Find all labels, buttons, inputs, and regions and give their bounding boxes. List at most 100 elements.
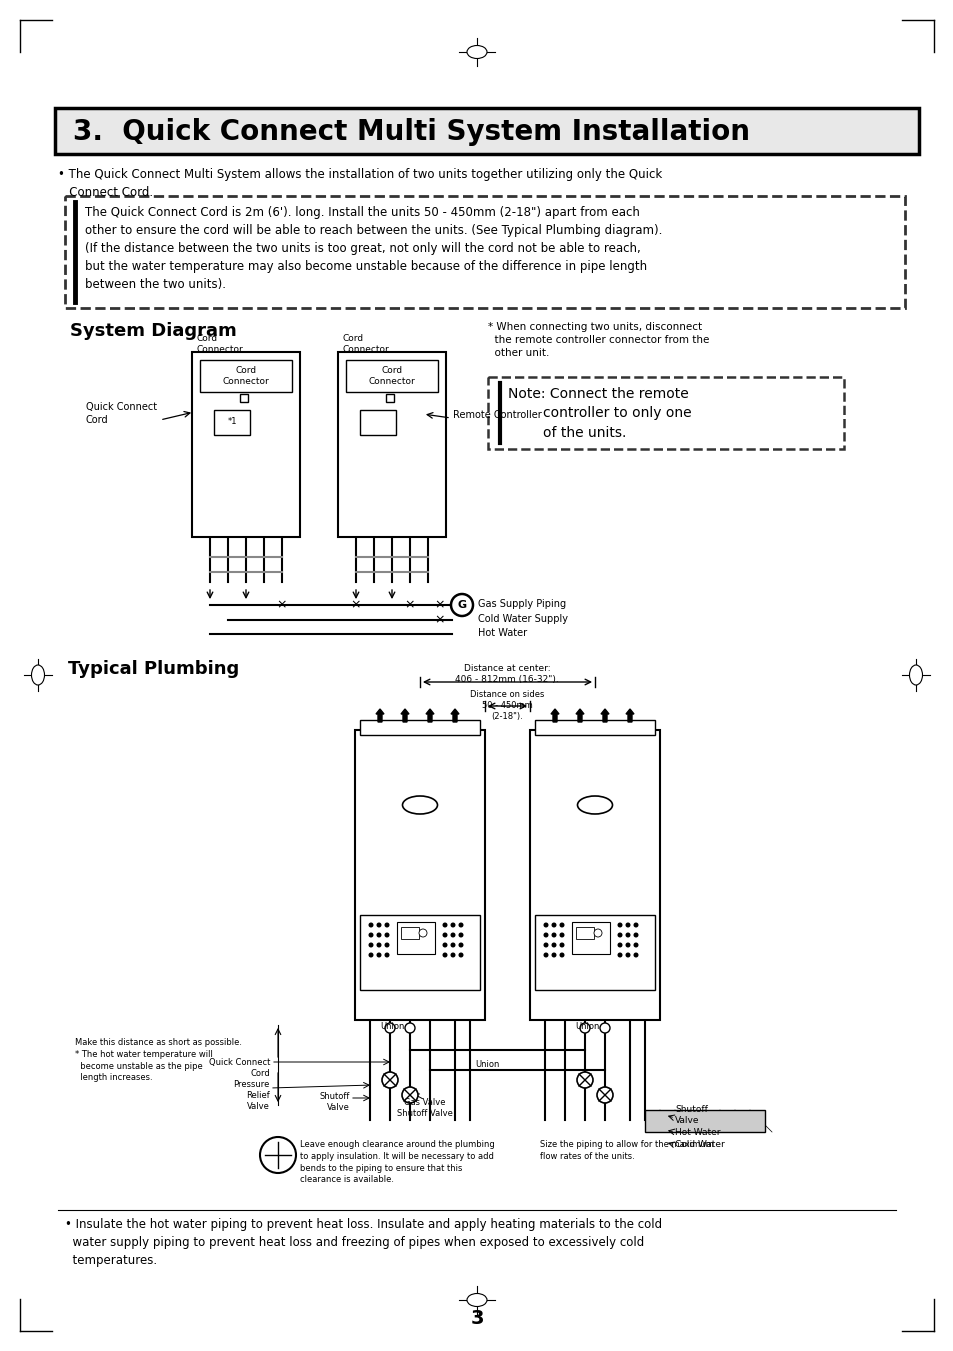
- Text: Gas Supply Piping: Gas Supply Piping: [477, 598, 565, 609]
- Circle shape: [369, 954, 373, 957]
- FancyArrow shape: [576, 709, 583, 721]
- Circle shape: [385, 923, 389, 927]
- Circle shape: [443, 934, 446, 936]
- Circle shape: [443, 954, 446, 957]
- Text: ×: ×: [404, 598, 415, 612]
- Circle shape: [369, 934, 373, 936]
- Text: Pressure
Relief
Valve: Pressure Relief Valve: [233, 1079, 270, 1112]
- Text: *1: *1: [227, 417, 236, 427]
- Text: Leave enough clearance around the plumbing
to apply insulation. It will be neces: Leave enough clearance around the plumbi…: [299, 1140, 495, 1185]
- FancyArrow shape: [551, 709, 558, 721]
- Circle shape: [451, 594, 473, 616]
- Text: Quick Connect
Cord: Quick Connect Cord: [209, 1058, 270, 1078]
- Text: Hot Water: Hot Water: [675, 1128, 720, 1138]
- Circle shape: [559, 943, 563, 947]
- Circle shape: [625, 943, 629, 947]
- Circle shape: [451, 943, 455, 947]
- Text: Cord
Connector: Cord Connector: [368, 366, 415, 386]
- Circle shape: [634, 923, 638, 927]
- Circle shape: [418, 929, 427, 938]
- Circle shape: [594, 929, 601, 938]
- Circle shape: [381, 1071, 397, 1088]
- Circle shape: [625, 954, 629, 957]
- Bar: [488, 377, 843, 449]
- Text: ×: ×: [435, 613, 445, 627]
- Text: ×: ×: [276, 598, 287, 612]
- Bar: [355, 730, 484, 1020]
- Circle shape: [458, 954, 462, 957]
- Circle shape: [543, 954, 547, 957]
- Circle shape: [385, 954, 389, 957]
- Bar: [535, 915, 655, 990]
- Bar: [337, 353, 446, 536]
- Text: Distance at center:
406 - 812mm (16-32").: Distance at center: 406 - 812mm (16-32")…: [455, 663, 558, 684]
- Circle shape: [405, 1023, 415, 1034]
- Text: Typical Plumbing: Typical Plumbing: [68, 661, 239, 678]
- FancyArrow shape: [600, 709, 608, 721]
- Circle shape: [634, 934, 638, 936]
- Circle shape: [618, 954, 621, 957]
- Circle shape: [458, 934, 462, 936]
- Ellipse shape: [31, 665, 45, 685]
- FancyArrow shape: [426, 709, 434, 721]
- Ellipse shape: [467, 1293, 486, 1306]
- Circle shape: [552, 934, 556, 936]
- Text: • The Quick Connect Multi System allows the installation of two units together u: • The Quick Connect Multi System allows …: [58, 168, 661, 199]
- Circle shape: [618, 923, 621, 927]
- Circle shape: [385, 1023, 395, 1034]
- Bar: [192, 353, 299, 536]
- Bar: [644, 1111, 764, 1132]
- Bar: [359, 409, 395, 435]
- Bar: [359, 720, 479, 735]
- Circle shape: [543, 923, 547, 927]
- Text: 3.  Quick Connect Multi System Installation: 3. Quick Connect Multi System Installati…: [73, 118, 749, 146]
- Circle shape: [376, 923, 380, 927]
- Circle shape: [458, 923, 462, 927]
- Circle shape: [543, 934, 547, 936]
- Ellipse shape: [402, 796, 437, 815]
- Text: ×: ×: [435, 598, 445, 612]
- Text: Cold Water Supply: Cold Water Supply: [477, 613, 567, 624]
- Circle shape: [260, 1138, 295, 1173]
- Text: Hot Water: Hot Water: [477, 628, 527, 638]
- Circle shape: [458, 943, 462, 947]
- Text: Size the piping to allow for the maximum
flow rates of the units.: Size the piping to allow for the maximum…: [539, 1140, 713, 1161]
- Text: 3: 3: [470, 1309, 483, 1328]
- Text: Shutoff
Valve: Shutoff Valve: [319, 1092, 350, 1112]
- Circle shape: [451, 923, 455, 927]
- Circle shape: [618, 943, 621, 947]
- Text: Gas Valve
Shutoff Valve: Gas Valve Shutoff Valve: [396, 1098, 453, 1119]
- FancyArrow shape: [375, 709, 384, 721]
- Circle shape: [599, 1023, 609, 1034]
- Circle shape: [451, 954, 455, 957]
- Circle shape: [451, 934, 455, 936]
- Circle shape: [369, 943, 373, 947]
- Circle shape: [401, 1088, 417, 1102]
- Circle shape: [634, 943, 638, 947]
- Circle shape: [385, 934, 389, 936]
- Bar: [396, 921, 435, 954]
- Text: ×: ×: [351, 598, 361, 612]
- Bar: [400, 927, 418, 939]
- Circle shape: [443, 943, 446, 947]
- Circle shape: [559, 954, 563, 957]
- Bar: [346, 359, 437, 392]
- Circle shape: [443, 923, 446, 927]
- Circle shape: [369, 923, 373, 927]
- Circle shape: [552, 923, 556, 927]
- FancyArrow shape: [400, 709, 409, 721]
- Text: System Diagram: System Diagram: [70, 322, 236, 340]
- Bar: [530, 730, 659, 1020]
- FancyArrow shape: [625, 709, 634, 721]
- Ellipse shape: [908, 665, 922, 685]
- Circle shape: [634, 954, 638, 957]
- Text: Union: Union: [475, 1061, 498, 1069]
- Circle shape: [577, 1071, 593, 1088]
- Text: G: G: [456, 600, 466, 611]
- Ellipse shape: [467, 46, 486, 58]
- Text: The Quick Connect Cord is 2m (6'). long. Install the units 50 - 450mm (2-18") ap: The Quick Connect Cord is 2m (6'). long.…: [85, 205, 661, 290]
- Bar: [213, 409, 250, 435]
- Text: Union: Union: [379, 1021, 404, 1031]
- Bar: [359, 915, 479, 990]
- Text: Note: Connect the remote
        controller to only one
        of the units.: Note: Connect the remote controller to o…: [507, 386, 691, 440]
